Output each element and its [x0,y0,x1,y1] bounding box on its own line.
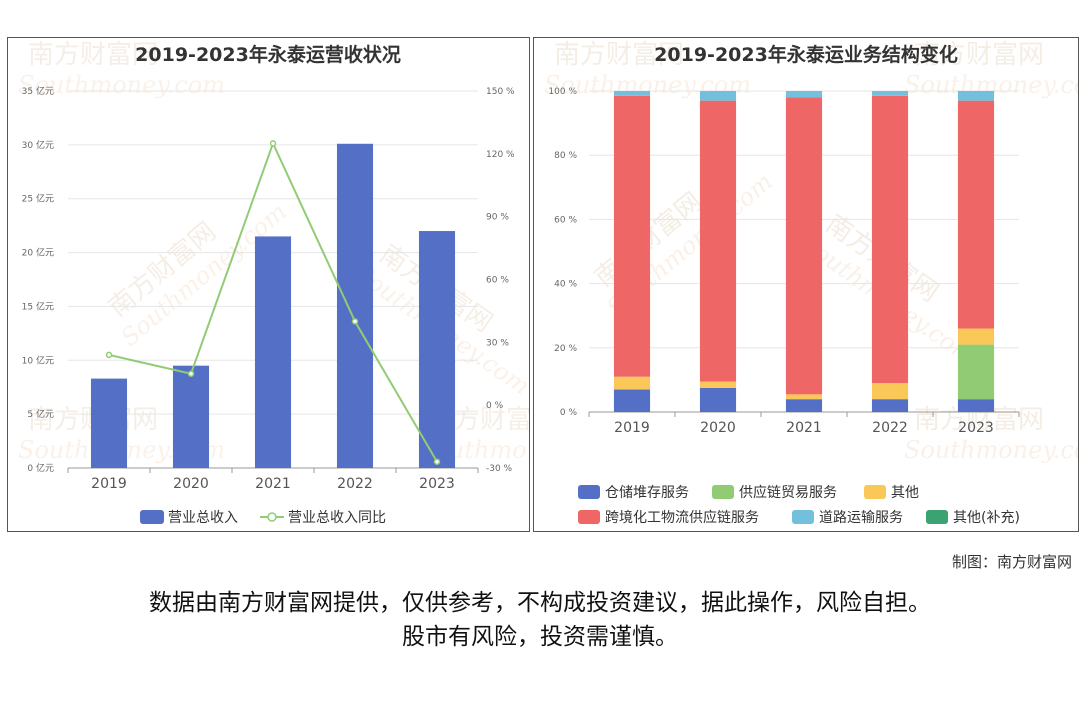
structure-chart-panel: 南方财富网Southmoney.com南方财富网Southmoney.com南方… [533,37,1079,532]
x-tick-label: 2019 [614,420,650,436]
disclaimer-line-2: 股市有风险，投资需谨慎。 [402,624,678,650]
yoy-point [269,140,277,147]
disclaimer-line-1: 数据由南方财富网提供，仅供参考，不构成投资建议，据此操作，风险自担。 [149,590,931,616]
legend-label: 供应链贸易服务 [739,484,837,501]
chart-title: 2019-2023年永泰运业务结构变化 [654,43,958,66]
y-right-tick-label: 60 % [486,276,509,286]
stacked-segment [871,91,909,96]
revenue-chart-panel: 南方财富网Southmoney.com南方财富网Southmoney.com南方… [7,37,530,532]
y-right-tick-label: 90 % [486,213,509,223]
x-tick-label: 2022 [872,420,908,436]
y-tick-label: 0 % [560,408,578,418]
stacked-segment [699,91,737,101]
y-tick-label: 40 % [554,280,577,290]
x-tick-label: 2020 [700,420,736,436]
stacked-segment [871,95,909,384]
legend-swatch [792,510,814,524]
x-tick-label: 2023 [958,420,994,436]
stacked-segment [785,91,823,98]
stacked-segment [785,97,823,395]
legend-label-yoy: 营业总收入同比 [288,510,386,526]
revenue-bar [90,378,128,468]
stacked-segment [699,381,737,388]
y-right-tick-label: 120 % [486,150,515,160]
y-left-tick-label: 0 亿元 [27,462,54,474]
watermark-brand-en: Southmoney.com [18,71,225,99]
stacked-segment [613,389,651,412]
y-left-tick-label: 10 亿元 [22,354,54,366]
stacked-segment [613,376,651,390]
watermark-brand-cn: 南方财富网 [914,40,1044,70]
legend-swatch [926,510,948,524]
watermark-brand-en: Southmoney.com [904,436,1078,464]
x-tick-label: 2021 [786,420,822,436]
legend-label: 仓储堆存服务 [605,485,689,501]
stacked-segment [957,344,995,400]
stacked-segment [871,383,909,400]
yoy-point [105,351,113,359]
x-tick-label: 2023 [419,476,455,492]
revenue-bar [172,365,210,468]
stacked-segment [871,399,909,412]
stacked-segment [613,95,651,377]
legend-swatch [578,485,600,499]
legend-label: 其他(补充) [953,510,1020,526]
watermark-brand-cn: 南方财富网 [554,40,684,70]
yoy-point [187,370,195,377]
y-tick-label: 60 % [554,215,577,225]
y-left-tick-label: 20 亿元 [22,247,54,259]
x-tick-label: 2019 [91,476,127,492]
revenue-bar [336,143,374,468]
legend-swatch-revenue [140,510,164,524]
y-left-tick-label: 25 亿元 [22,193,54,205]
y-left-tick-label: 5 亿元 [27,408,54,420]
x-tick-label: 2022 [337,476,373,492]
y-right-tick-label: 150 % [486,87,515,97]
legend-label-revenue: 营业总收入 [168,510,238,526]
yoy-point [433,458,441,465]
x-tick-label: 2021 [255,476,291,492]
stacked-segment [613,91,651,96]
y-left-tick-label: 35 亿元 [22,85,54,97]
revenue-chart: 南方财富网Southmoney.com南方财富网Southmoney.com南方… [18,40,529,526]
legend-label: 其他 [891,485,919,501]
revenue-bar [254,236,292,468]
yoy-point [351,318,359,325]
legend-label: 道路运输服务 [819,510,903,526]
legend-swatch [864,485,886,499]
stacked-segment [699,387,737,412]
structure-chart: 南方财富网Southmoney.com南方财富网Southmoney.com南方… [544,40,1078,526]
y-tick-label: 20 % [554,344,577,354]
stacked-segment [699,100,737,382]
y-right-tick-label: 0 % [486,401,504,411]
legend-label: 跨境化工物流供应链服务 [605,509,759,526]
stacked-segment [957,100,995,329]
stacked-segment [785,399,823,412]
y-tick-label: 100 % [548,87,577,97]
revenue-bar [418,231,456,468]
chart-title: 2019-2023年永泰运营收状况 [135,43,401,66]
legend-swatch-yoy-marker [267,512,277,522]
legend-swatch [712,485,734,499]
stacked-segment [957,328,995,345]
watermark-brand-cn: 南方财富网 [28,40,158,70]
stacked-segment [785,394,823,400]
x-tick-label: 2020 [173,476,209,492]
y-left-tick-label: 30 亿元 [22,139,54,151]
stacked-segment [957,91,995,101]
legend-swatch [578,510,600,524]
stacked-segment [957,399,995,412]
y-right-tick-label: 30 % [486,338,509,348]
y-left-tick-label: 15 亿元 [22,300,54,312]
y-right-tick-label: -30 % [486,464,513,474]
y-tick-label: 80 % [554,151,577,161]
chart-credit: 制图：南方财富网 [951,553,1072,571]
